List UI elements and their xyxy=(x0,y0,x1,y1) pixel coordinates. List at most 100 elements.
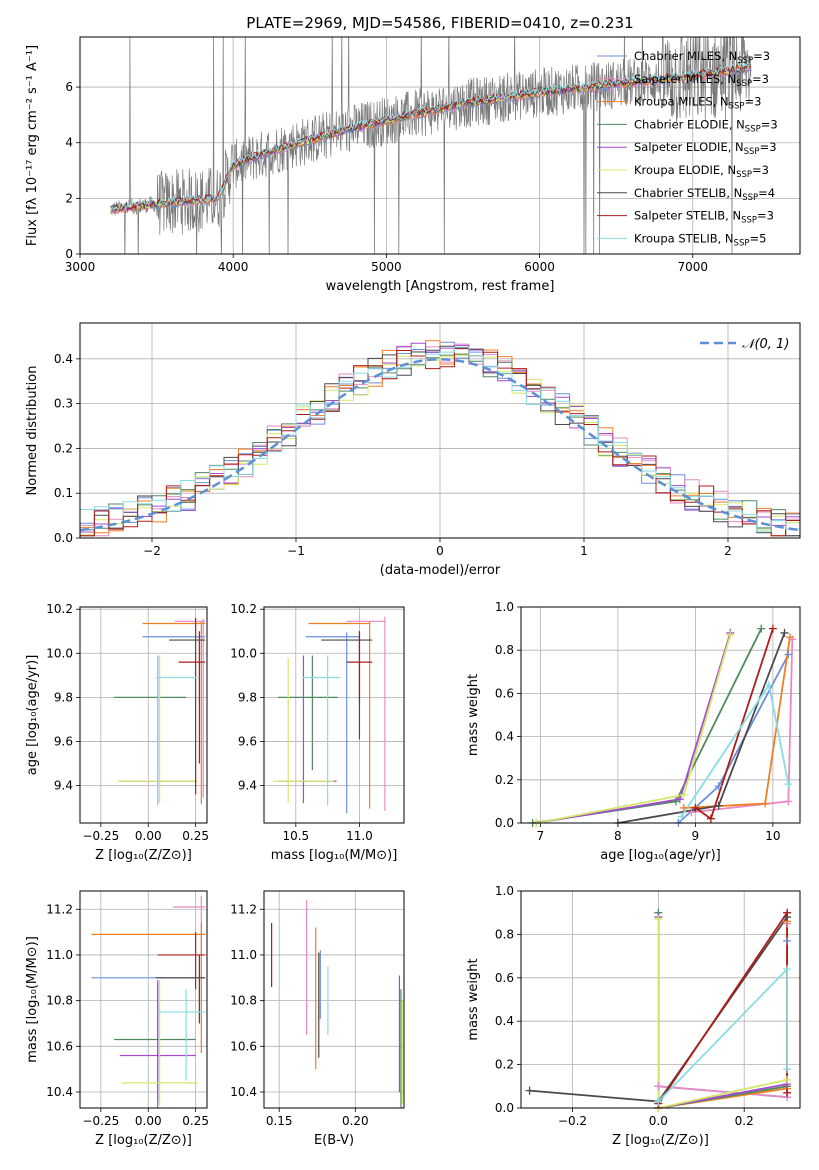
legend-label: Chabrier STELIB, NSSP=4 xyxy=(634,186,775,203)
chart-panel-1: 3000 4000 5000 6000 7000 0 2 4 6 wavelength [Angs… xyxy=(25,36,801,294)
y-tick-label: 0.2 xyxy=(495,1058,514,1072)
mass-weight-line-3 xyxy=(658,921,788,1108)
y-tick-label: 9.8 xyxy=(238,690,257,704)
x-axis-label: E(B-V) xyxy=(314,1133,354,1148)
mass-weight-line-9 xyxy=(657,966,788,1103)
y-tick-label: 0.0 xyxy=(54,531,73,545)
x-axis-label: age [log₁₀(age/yr)] xyxy=(600,848,721,863)
y-tick-label: 10.0 xyxy=(230,646,257,660)
point-marker xyxy=(675,795,684,804)
x-tick-label: 0.00 xyxy=(135,1114,162,1128)
y-tick-label: 10.8 xyxy=(230,994,257,1008)
x-tick-label: 1 xyxy=(580,544,588,558)
x-tick-label: 11.0 xyxy=(346,829,373,843)
plot-area xyxy=(110,37,752,254)
y-tick-label: 0.2 xyxy=(495,773,514,787)
plot-area xyxy=(91,895,206,1108)
histogram-8 xyxy=(80,348,800,537)
y-tick-label: 2 xyxy=(65,191,73,205)
chart-panel-3: −0.25 0.00 0.25 9.4 9.6 9.8 10.0 10.2 Z [log₁₀(Z… xyxy=(25,602,209,863)
point-marker xyxy=(714,782,723,791)
x-axis-label: wavelength [Angstrom, rest frame] xyxy=(326,279,555,294)
x-tick-label: 0.15 xyxy=(266,1114,293,1128)
y-tick-label: 10.2 xyxy=(46,602,73,616)
y-tick-label: 9.6 xyxy=(238,734,257,748)
axes-frame xyxy=(79,606,208,824)
point-marker xyxy=(654,1097,663,1106)
x-tick-label: 7000 xyxy=(677,260,708,274)
point-marker xyxy=(687,808,696,817)
y-axis-label: mass [log₁₀(M/M⊙)] xyxy=(25,936,40,1063)
point-marker xyxy=(784,650,793,659)
y-tick-label: 0 xyxy=(65,247,73,261)
legend-label: Salpeter MILES, NSSP=3 xyxy=(634,72,769,89)
x-tick-label: −1 xyxy=(287,544,305,558)
y-tick-label: 0.6 xyxy=(495,971,514,985)
point-marker xyxy=(761,799,770,808)
point-marker xyxy=(768,624,777,633)
x-tick-label: 8 xyxy=(614,829,622,843)
y-tick-label: 0.8 xyxy=(495,643,514,657)
y-tick-label: 0.8 xyxy=(495,927,514,941)
legend-label: Kroupa STELIB, NSSP=5 xyxy=(634,231,766,248)
point-marker xyxy=(765,680,773,689)
point-marker xyxy=(784,780,793,789)
point-marker xyxy=(654,1082,663,1091)
y-tick-label: 0.4 xyxy=(495,730,514,744)
x-tick-label: 3000 xyxy=(65,260,96,274)
y-axis-label: Flux [fλ 10⁻¹⁷ erg cm⁻² s⁻¹ A⁻¹] xyxy=(25,45,40,246)
x-tick-label: 0.2 xyxy=(735,1114,754,1128)
y-axis-label: mass weight xyxy=(466,958,481,1040)
point-marker xyxy=(783,908,792,917)
point-marker xyxy=(784,797,793,806)
gaussian-legend-label: 𝒩(0, 1) xyxy=(742,337,789,352)
model-line-4 xyxy=(110,63,752,214)
y-tick-label: 1.0 xyxy=(495,600,514,614)
mass-weight-line-8 xyxy=(657,909,788,1105)
point-marker xyxy=(783,936,792,945)
y-tick-label: 10.4 xyxy=(230,1085,257,1099)
x-axis-label: Z [log₁₀(Z/Z⊙)] xyxy=(612,1133,709,1148)
x-tick-label: 10 xyxy=(765,829,780,843)
x-tick-label: 0.25 xyxy=(182,829,209,843)
y-tick-label: 0.4 xyxy=(54,352,73,366)
y-tick-label: 9.6 xyxy=(54,734,73,748)
point-marker xyxy=(780,628,789,637)
mass-weight-line-5 xyxy=(536,632,732,823)
chart-panel-6: −0.25 0.00 0.25 10.4 10.6 10.8 11.0 11.2 Z [log₁… xyxy=(25,890,209,1148)
legend-label: Chabrier ELODIE, NSSP=3 xyxy=(634,117,778,134)
x-tick-label: −0.25 xyxy=(82,1114,119,1128)
point-marker xyxy=(706,814,715,823)
point-marker xyxy=(525,1086,534,1095)
x-tick-label: 4000 xyxy=(218,260,249,274)
x-tick-label: 10.5 xyxy=(282,829,309,843)
model-line-8 xyxy=(110,62,752,211)
y-tick-label: 0.3 xyxy=(54,397,73,411)
histogram-6 xyxy=(80,355,800,535)
x-tick-label: 0 xyxy=(436,544,444,558)
x-axis-label: Z [log₁₀(Z/Z⊙)] xyxy=(95,848,192,863)
chart-panel-4: 10.5 11.0 9.4 9.6 9.8 10.0 10.2 mass [log₁₀(M/M… xyxy=(230,602,405,863)
y-tick-label: 10.0 xyxy=(46,646,73,660)
gaussian-reference-line xyxy=(80,358,800,532)
point-marker xyxy=(654,915,663,924)
point-marker xyxy=(726,631,735,640)
x-tick-label: 0.25 xyxy=(182,1114,209,1128)
mass-weight-line-4 xyxy=(532,628,763,823)
y-tick-label: 11.2 xyxy=(230,902,257,916)
legend-label: Salpeter STELIB, NSSP=3 xyxy=(634,209,774,226)
y-tick-label: 0.6 xyxy=(495,686,514,700)
chart-panel-2: −2 −1 0 1 2 0.0 0.1 0.2 0.3 0.4 (data-model)/error… xyxy=(25,322,801,578)
y-tick-label: 1.0 xyxy=(495,884,514,898)
legend-label: Salpeter ELODIE, NSSP=3 xyxy=(634,140,777,157)
chart-panel-7: 0.15 0.20 10.4 10.6 10.8 11.0 11.2 E(B-V) xyxy=(230,890,405,1148)
x-tick-label: 0.00 xyxy=(135,829,162,843)
chart-panel-5: 7 8 9 10 0.0 0.2 0.4 0.6 0.8 1.0 age [log₁₀(age/yr… xyxy=(466,600,801,863)
y-tick-label: 0.1 xyxy=(54,486,73,500)
x-tick-label: 0.0 xyxy=(649,1114,668,1128)
y-tick-label: 9.8 xyxy=(54,690,73,704)
y-tick-label: 4 xyxy=(65,136,73,150)
axes-frame xyxy=(263,890,405,1109)
mass-weight-line-8 xyxy=(694,628,774,821)
